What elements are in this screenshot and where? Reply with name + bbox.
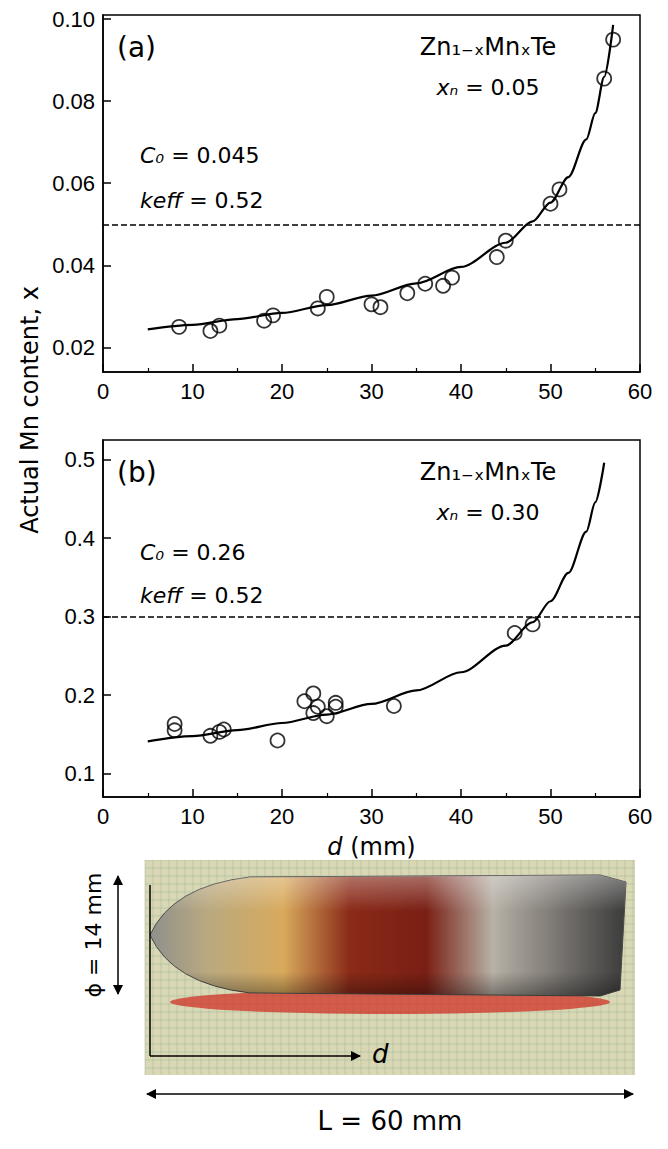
svg-text:= 0.045: = 0.045	[164, 143, 259, 168]
svg-text:= 0.52: = 0.52	[182, 188, 263, 213]
svg-text:30: 30	[359, 379, 383, 404]
svg-text:0.1: 0.1	[64, 761, 95, 786]
svg-text:Actual Mn content, x: Actual Mn content, x	[16, 286, 44, 534]
svg-text:40: 40	[449, 379, 473, 404]
svg-text:10: 10	[180, 379, 204, 404]
svg-text:40: 40	[449, 804, 473, 829]
svg-text:0.4: 0.4	[64, 526, 95, 551]
svg-text:Zn₁₋ₓMnₓTe: Zn₁₋ₓMnₓTe	[420, 33, 557, 61]
svg-text:ϕ = 14 mm: ϕ = 14 mm	[81, 873, 106, 998]
svg-text:60: 60	[628, 804, 652, 829]
svg-text:= 0.52: = 0.52	[182, 583, 263, 608]
svg-text:0: 0	[97, 379, 109, 404]
svg-text:0: 0	[97, 804, 109, 829]
svg-text:0.10: 0.10	[52, 7, 95, 32]
svg-text:20: 20	[270, 804, 294, 829]
svg-text:0.02: 0.02	[52, 335, 95, 360]
svg-text:(b): (b)	[117, 456, 157, 489]
svg-text:keff: keff	[140, 583, 184, 608]
svg-text:xₙ: xₙ	[435, 500, 458, 525]
svg-text:0.2: 0.2	[64, 683, 95, 708]
svg-text:50: 50	[538, 804, 562, 829]
svg-text:= 0.26: = 0.26	[164, 540, 245, 565]
svg-text:Zn₁₋ₓMnₓTe: Zn₁₋ₓMnₓTe	[420, 458, 557, 486]
svg-text:= 0.30: = 0.30	[458, 500, 539, 525]
svg-text:L = 60 mm: L = 60 mm	[318, 1106, 463, 1136]
svg-text:0.06: 0.06	[52, 171, 95, 196]
svg-text:C₀: C₀	[140, 540, 164, 565]
svg-text:50: 50	[538, 379, 562, 404]
svg-text:(mm): (mm)	[343, 833, 416, 860]
svg-text:(a): (a)	[117, 31, 156, 64]
svg-text:30: 30	[359, 804, 383, 829]
svg-text:10: 10	[180, 804, 204, 829]
svg-text:d: d	[327, 833, 343, 860]
svg-text:0.3: 0.3	[64, 604, 95, 629]
svg-text:0.04: 0.04	[52, 253, 95, 278]
svg-text:0.5: 0.5	[64, 447, 95, 472]
svg-text:20: 20	[270, 379, 294, 404]
svg-text:keff: keff	[140, 188, 184, 213]
svg-text:xₙ: xₙ	[435, 75, 458, 100]
svg-text:60: 60	[628, 379, 652, 404]
svg-text:d: d	[372, 1039, 389, 1069]
svg-text:= 0.05: = 0.05	[458, 75, 539, 100]
svg-text:C₀: C₀	[140, 143, 164, 168]
svg-text:0.08: 0.08	[52, 89, 95, 114]
